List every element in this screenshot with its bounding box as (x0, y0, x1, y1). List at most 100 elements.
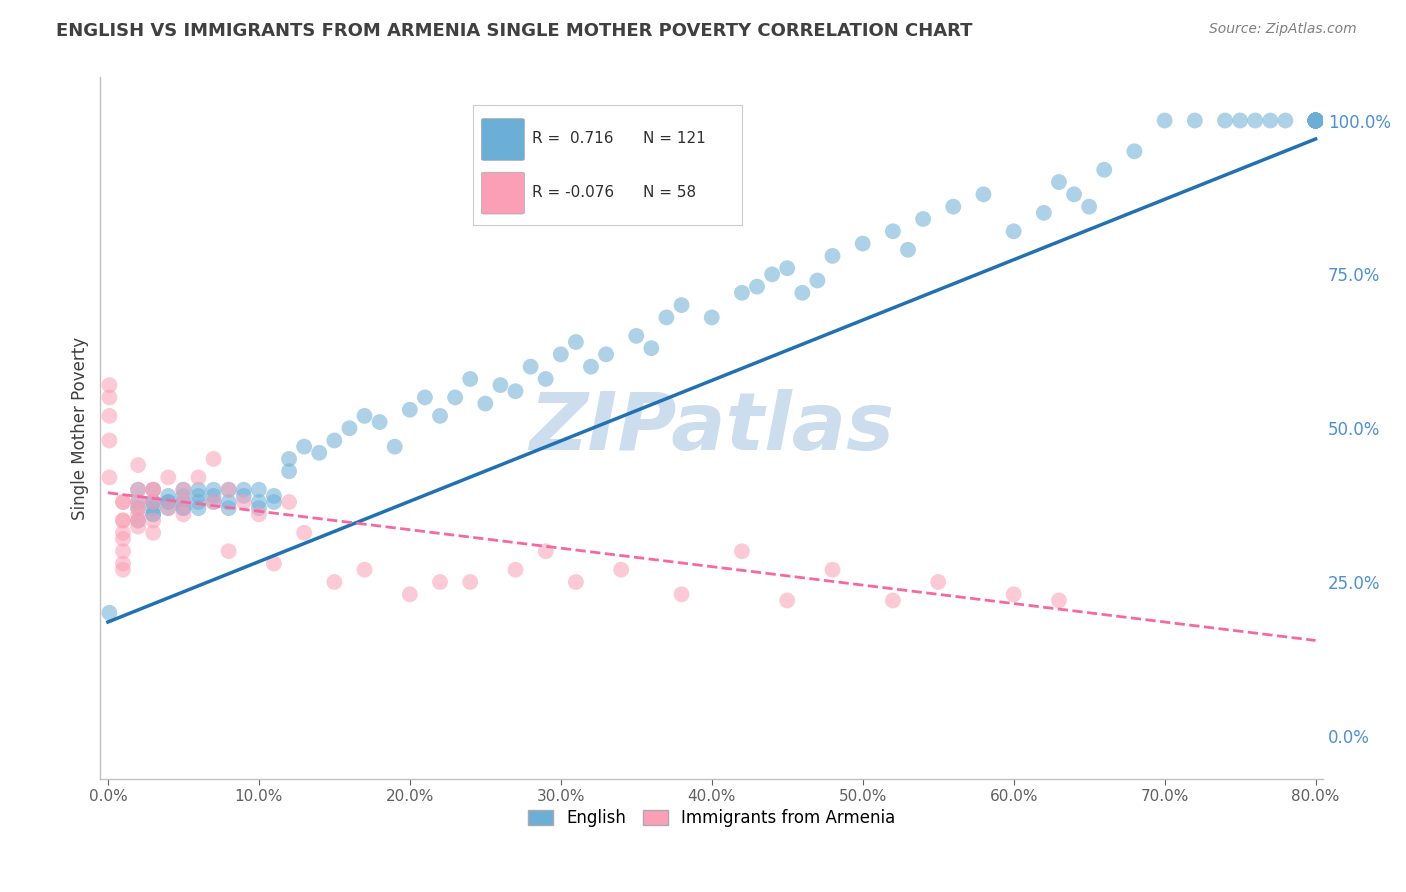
Point (1305, 113, 1327, 128)
Point (98, 409, 121, 423)
Point (579, 359, 602, 374)
Point (489, 378, 512, 392)
Point (731, 285, 754, 300)
Point (1305, 113, 1327, 128)
Point (127, 501, 149, 516)
Point (142, 495, 165, 509)
Point (1305, 113, 1327, 128)
Point (142, 508, 165, 522)
Point (1305, 113, 1327, 128)
Point (429, 409, 451, 423)
Point (731, 544, 754, 558)
Point (1305, 113, 1327, 128)
Point (1153, 113, 1175, 128)
Point (127, 519, 149, 533)
Point (232, 495, 254, 509)
Point (1305, 113, 1327, 128)
Point (127, 513, 149, 527)
Point (1305, 113, 1327, 128)
Point (111, 532, 134, 546)
Point (127, 483, 149, 497)
Point (172, 501, 194, 516)
Point (626, 329, 648, 343)
Point (1092, 162, 1115, 177)
Point (339, 421, 361, 435)
Point (1305, 113, 1327, 128)
Point (353, 409, 375, 423)
Point (202, 483, 225, 497)
Point (247, 495, 270, 509)
Point (247, 508, 270, 522)
Point (142, 508, 165, 522)
Point (187, 483, 209, 497)
Point (368, 415, 391, 429)
Point (534, 544, 557, 558)
Point (671, 298, 693, 312)
Point (792, 285, 814, 300)
Point (610, 563, 633, 577)
Point (474, 396, 496, 410)
Point (157, 489, 180, 503)
Point (776, 261, 799, 276)
Point (429, 574, 451, 589)
Point (745, 279, 768, 293)
Point (505, 384, 527, 399)
Point (232, 483, 254, 497)
Point (671, 587, 693, 601)
Point (519, 359, 541, 374)
Point (127, 483, 149, 497)
Point (458, 574, 481, 589)
Point (98, 378, 121, 392)
Y-axis label: Single Mother Poverty: Single Mother Poverty (72, 336, 89, 520)
Point (218, 501, 240, 516)
Point (111, 513, 134, 527)
Point (550, 347, 572, 361)
Point (98, 391, 121, 405)
Point (1305, 113, 1327, 128)
Point (111, 557, 134, 571)
Point (98, 606, 121, 620)
Point (882, 593, 904, 607)
Point (1184, 113, 1206, 128)
Point (852, 236, 875, 251)
Point (1305, 113, 1327, 128)
Point (127, 508, 149, 522)
Point (942, 200, 965, 214)
Point (1002, 587, 1025, 601)
Point (292, 440, 315, 454)
Point (595, 347, 617, 361)
Point (1002, 224, 1025, 238)
Point (157, 501, 180, 516)
Point (444, 391, 467, 405)
Point (157, 470, 180, 484)
Point (111, 544, 134, 558)
Point (202, 489, 225, 503)
Point (218, 495, 240, 509)
Point (127, 501, 149, 516)
Point (202, 495, 225, 509)
Point (232, 489, 254, 503)
Point (263, 557, 285, 571)
Legend: English, Immigrants from Armenia: English, Immigrants from Armenia (522, 803, 903, 834)
Point (1305, 113, 1327, 128)
Point (882, 224, 904, 238)
Point (111, 525, 134, 540)
Point (142, 495, 165, 509)
Point (142, 525, 165, 540)
Point (1305, 113, 1327, 128)
Point (413, 391, 436, 405)
Point (1063, 187, 1085, 202)
Point (1305, 113, 1327, 128)
Point (218, 483, 240, 497)
Point (1305, 113, 1327, 128)
Point (172, 489, 194, 503)
Point (323, 434, 346, 448)
Point (187, 489, 209, 503)
Point (761, 268, 783, 282)
Point (1305, 113, 1327, 128)
Point (127, 495, 149, 509)
Point (142, 483, 165, 497)
Point (1032, 206, 1054, 220)
Point (776, 593, 799, 607)
Point (505, 563, 527, 577)
